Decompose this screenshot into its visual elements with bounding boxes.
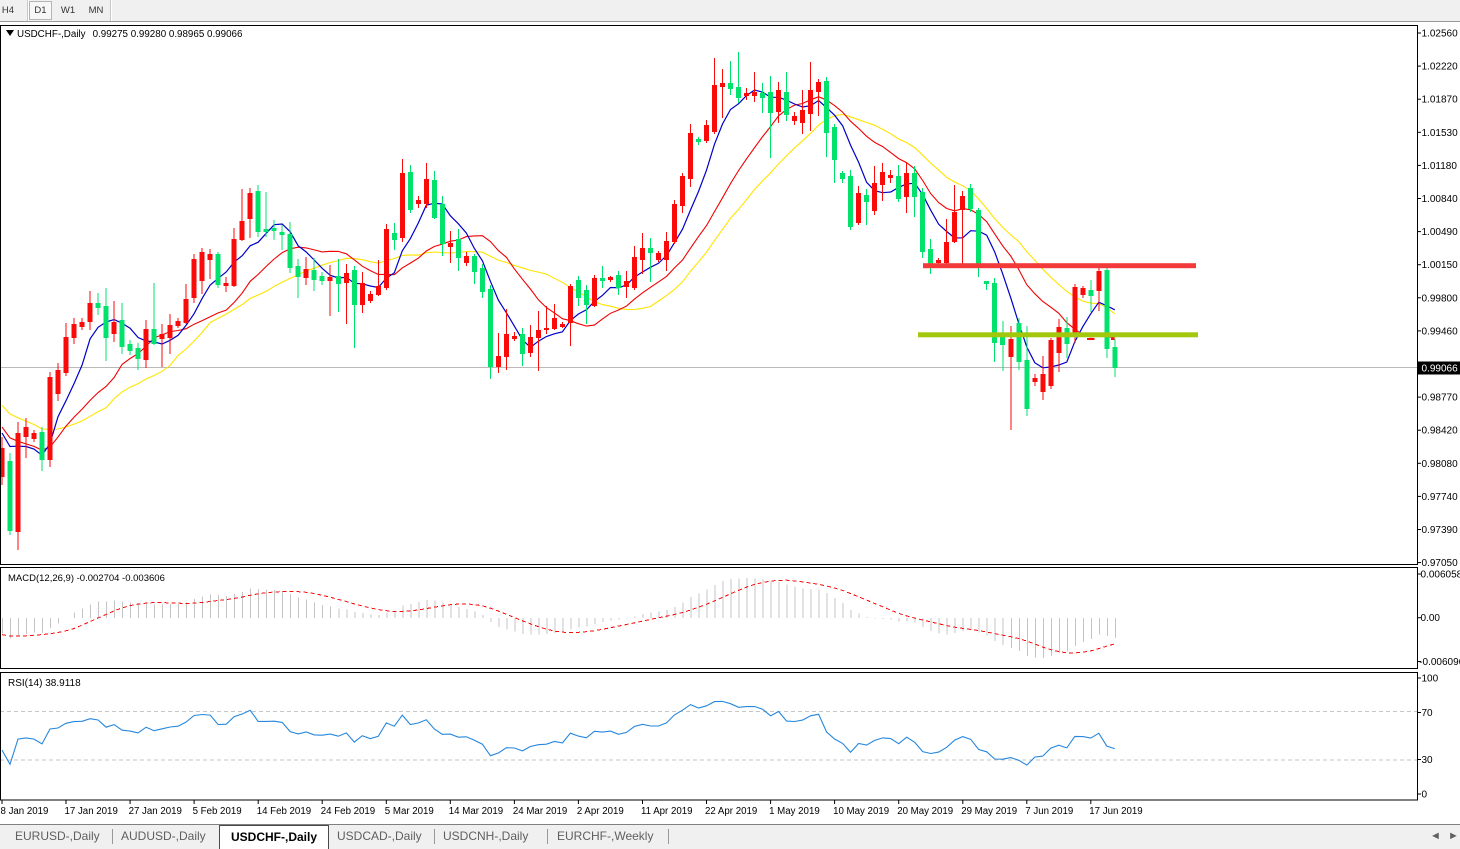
svg-text:8 Jan 2019: 8 Jan 2019 bbox=[1, 806, 49, 817]
svg-text:1 May 2019: 1 May 2019 bbox=[769, 806, 820, 817]
svg-text:27 Jan 2019: 27 Jan 2019 bbox=[129, 806, 182, 817]
svg-text:0.98770: 0.98770 bbox=[1422, 393, 1459, 404]
svg-text:100: 100 bbox=[1422, 674, 1439, 685]
svg-text:14 Mar 2019: 14 Mar 2019 bbox=[449, 806, 503, 817]
svg-text:2 Apr 2019: 2 Apr 2019 bbox=[577, 806, 624, 817]
svg-text:1.01530: 1.01530 bbox=[1422, 128, 1459, 139]
svg-text:0.99066: 0.99066 bbox=[1422, 364, 1459, 375]
svg-text:5 Feb 2019: 5 Feb 2019 bbox=[193, 806, 242, 817]
svg-text:10 May 2019: 10 May 2019 bbox=[833, 806, 889, 817]
svg-text:20 May 2019: 20 May 2019 bbox=[897, 806, 953, 817]
svg-text:1.00150: 1.00150 bbox=[1422, 260, 1459, 271]
svg-text:0.97740: 0.97740 bbox=[1422, 492, 1459, 503]
svg-text:0.98420: 0.98420 bbox=[1422, 426, 1459, 437]
svg-text:7 Jun 2019: 7 Jun 2019 bbox=[1025, 806, 1073, 817]
svg-text:24 Feb 2019: 24 Feb 2019 bbox=[321, 806, 375, 817]
svg-text:1.01870: 1.01870 bbox=[1422, 95, 1459, 106]
svg-text:0.00: 0.00 bbox=[1421, 613, 1441, 624]
svg-text:1.02220: 1.02220 bbox=[1422, 62, 1459, 73]
svg-text:-0.006096: -0.006096 bbox=[1419, 657, 1460, 668]
svg-text:0.97050: 0.97050 bbox=[1422, 558, 1459, 569]
svg-text:1.02560: 1.02560 bbox=[1422, 29, 1459, 40]
svg-text:RSI(14) 38.9118: RSI(14) 38.9118 bbox=[8, 678, 81, 689]
svg-text:24 Mar 2019: 24 Mar 2019 bbox=[513, 806, 567, 817]
svg-text:17 Jan 2019: 17 Jan 2019 bbox=[65, 806, 118, 817]
svg-text:30: 30 bbox=[1422, 755, 1434, 766]
svg-text:1.00490: 1.00490 bbox=[1422, 227, 1459, 238]
svg-text:1.00840: 1.00840 bbox=[1422, 194, 1459, 205]
svg-text:0.006058: 0.006058 bbox=[1421, 570, 1460, 581]
svg-text:17 Jun 2019: 17 Jun 2019 bbox=[1089, 806, 1142, 817]
svg-text:1.01180: 1.01180 bbox=[1422, 161, 1458, 172]
svg-text:14 Feb 2019: 14 Feb 2019 bbox=[257, 806, 311, 817]
svg-text:0.99800: 0.99800 bbox=[1422, 293, 1459, 304]
svg-text:0.98080: 0.98080 bbox=[1422, 459, 1459, 470]
svg-text:29 May 2019: 29 May 2019 bbox=[961, 806, 1017, 817]
svg-text:70: 70 bbox=[1422, 708, 1434, 719]
svg-text:0.97390: 0.97390 bbox=[1422, 525, 1459, 536]
svg-text:11 Apr 2019: 11 Apr 2019 bbox=[641, 806, 693, 817]
svg-text:22 Apr 2019: 22 Apr 2019 bbox=[705, 806, 757, 817]
svg-text:MACD(12,26,9) -0.002704 -0.003: MACD(12,26,9) -0.002704 -0.003606 bbox=[8, 573, 165, 584]
svg-text:0.99460: 0.99460 bbox=[1422, 326, 1459, 337]
svg-text:5 Mar 2019: 5 Mar 2019 bbox=[385, 806, 434, 817]
svg-text:0: 0 bbox=[1422, 790, 1428, 801]
